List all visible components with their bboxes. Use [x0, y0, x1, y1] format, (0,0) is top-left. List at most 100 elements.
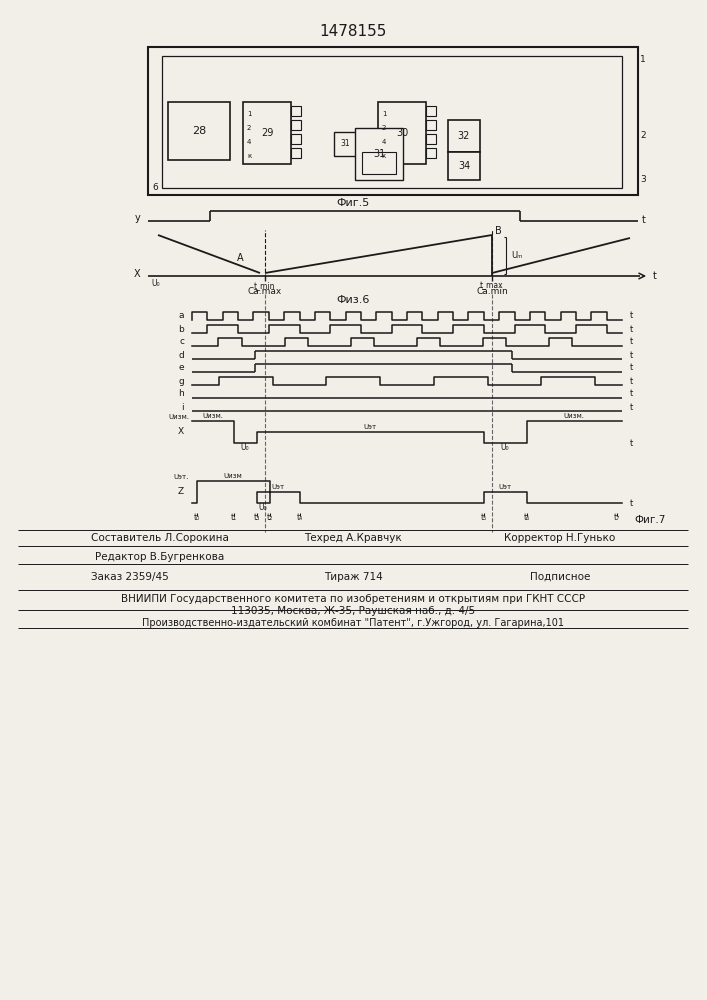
Text: 1: 1	[640, 55, 645, 64]
Text: U₀: U₀	[240, 444, 250, 452]
Text: 1: 1	[382, 111, 386, 117]
Text: 4: 4	[382, 139, 386, 145]
Bar	[148, 47, 638, 195]
Bar	[362, 152, 396, 174]
Text: t: t	[653, 271, 657, 281]
Bar	[291, 148, 301, 158]
Bar	[426, 134, 436, 144]
Text: Фиг.7: Фиг.7	[634, 515, 665, 525]
Text: t₅: t₅	[481, 514, 487, 522]
Text: t_min: t_min	[255, 282, 276, 290]
Text: Uэт.: Uэт.	[174, 474, 189, 480]
Text: t_max: t_max	[480, 282, 504, 290]
Bar	[291, 134, 301, 144]
Text: Uизм: Uизм	[223, 473, 243, 479]
Text: 4: 4	[247, 139, 251, 145]
Text: Uизм.: Uизм.	[202, 413, 223, 419]
Text: 6: 6	[152, 184, 158, 192]
Text: 31: 31	[373, 149, 385, 159]
Bar	[334, 132, 356, 156]
Text: Uₘ: Uₘ	[511, 251, 522, 260]
Text: Тираж 714: Тираж 714	[324, 572, 382, 582]
Bar	[426, 120, 436, 130]
Text: t₂: t₂	[267, 514, 273, 522]
Text: Uэт: Uэт	[271, 484, 284, 490]
Text: 2: 2	[247, 125, 251, 131]
Text: A: A	[237, 253, 243, 263]
Text: 2: 2	[382, 125, 386, 131]
Text: t: t	[630, 498, 633, 508]
Text: 29: 29	[261, 128, 273, 138]
Text: t: t	[630, 376, 633, 385]
Text: 28: 28	[192, 126, 206, 136]
Text: t: t	[630, 389, 633, 398]
Text: Корректор Н.Гунько: Корректор Н.Гунько	[504, 533, 616, 543]
Text: h: h	[178, 389, 184, 398]
Text: t₆: t₆	[524, 514, 530, 522]
Text: U₀: U₀	[259, 504, 267, 512]
Text: Техред А.Кравчук: Техред А.Кравчук	[304, 533, 402, 543]
Text: t: t	[630, 351, 633, 360]
Text: t: t	[630, 438, 633, 448]
Text: c: c	[179, 338, 184, 347]
Text: y: y	[134, 213, 140, 223]
Text: ВНИИПИ Государственного комитета по изобретениям и открытиям при ГКНТ СССР: ВНИИПИ Государственного комитета по изоб…	[121, 594, 585, 604]
Text: t₀: t₀	[194, 514, 200, 522]
Text: 3: 3	[640, 176, 645, 184]
Text: к: к	[247, 153, 251, 159]
Text: t: t	[630, 324, 633, 334]
Text: Uизм.: Uизм.	[168, 414, 189, 420]
Text: Uизм.: Uизм.	[563, 413, 585, 419]
Text: Z: Z	[178, 488, 184, 496]
Text: Редактор В.Бугренкова: Редактор В.Бугренкова	[95, 552, 225, 562]
Text: Ca.max: Ca.max	[248, 286, 282, 296]
Text: 34: 34	[458, 161, 470, 171]
Bar	[291, 106, 301, 116]
Text: 32: 32	[458, 131, 470, 141]
Text: 1478155: 1478155	[320, 24, 387, 39]
Bar	[448, 152, 480, 180]
Text: Составитель Л.Сорокина: Составитель Л.Сорокина	[91, 533, 229, 543]
Text: t₇: t₇	[614, 514, 620, 522]
Text: 30: 30	[396, 128, 408, 138]
Text: U₀: U₀	[501, 444, 509, 452]
Bar	[426, 106, 436, 116]
Text: t₁: t₁	[231, 514, 237, 522]
Bar	[448, 120, 480, 152]
Text: U₀: U₀	[152, 278, 160, 288]
Text: i: i	[182, 402, 184, 412]
Text: d: d	[178, 351, 184, 360]
Text: 1: 1	[247, 111, 251, 117]
Text: t: t	[630, 363, 633, 372]
Text: g: g	[178, 376, 184, 385]
Bar	[243, 102, 291, 164]
Text: t: t	[630, 338, 633, 347]
Text: 2: 2	[640, 131, 645, 140]
Text: t: t	[630, 312, 633, 320]
Text: Подписное: Подписное	[530, 572, 590, 582]
Text: a: a	[178, 312, 184, 320]
Text: Производственно-издательский комбинат "Патент", г.Ужгород, ул. Гагарина,101: Производственно-издательский комбинат "П…	[142, 618, 564, 628]
Text: к: к	[382, 153, 386, 159]
Text: 31: 31	[340, 139, 350, 148]
Text: Фиг.5: Фиг.5	[337, 198, 370, 208]
Text: t₄: t₄	[297, 514, 303, 522]
Text: b: b	[178, 324, 184, 334]
Text: B: B	[495, 226, 501, 236]
Text: X: X	[178, 428, 184, 436]
Bar	[355, 128, 403, 180]
Text: t₃: t₃	[254, 514, 260, 522]
Bar	[291, 120, 301, 130]
Bar	[162, 56, 622, 188]
Text: t: t	[630, 402, 633, 412]
Bar	[168, 102, 230, 160]
Text: Uэт: Uэт	[363, 424, 377, 430]
Text: X: X	[134, 269, 140, 279]
Text: 113035, Москва, Ж-35, Раушская наб., д. 4/5: 113035, Москва, Ж-35, Раушская наб., д. …	[231, 606, 475, 616]
Bar	[378, 102, 426, 164]
Text: Заказ 2359/45: Заказ 2359/45	[91, 572, 169, 582]
Text: e: e	[178, 363, 184, 372]
Text: t: t	[642, 215, 646, 225]
Text: Ca.min: Ca.min	[476, 286, 508, 296]
Bar	[426, 148, 436, 158]
